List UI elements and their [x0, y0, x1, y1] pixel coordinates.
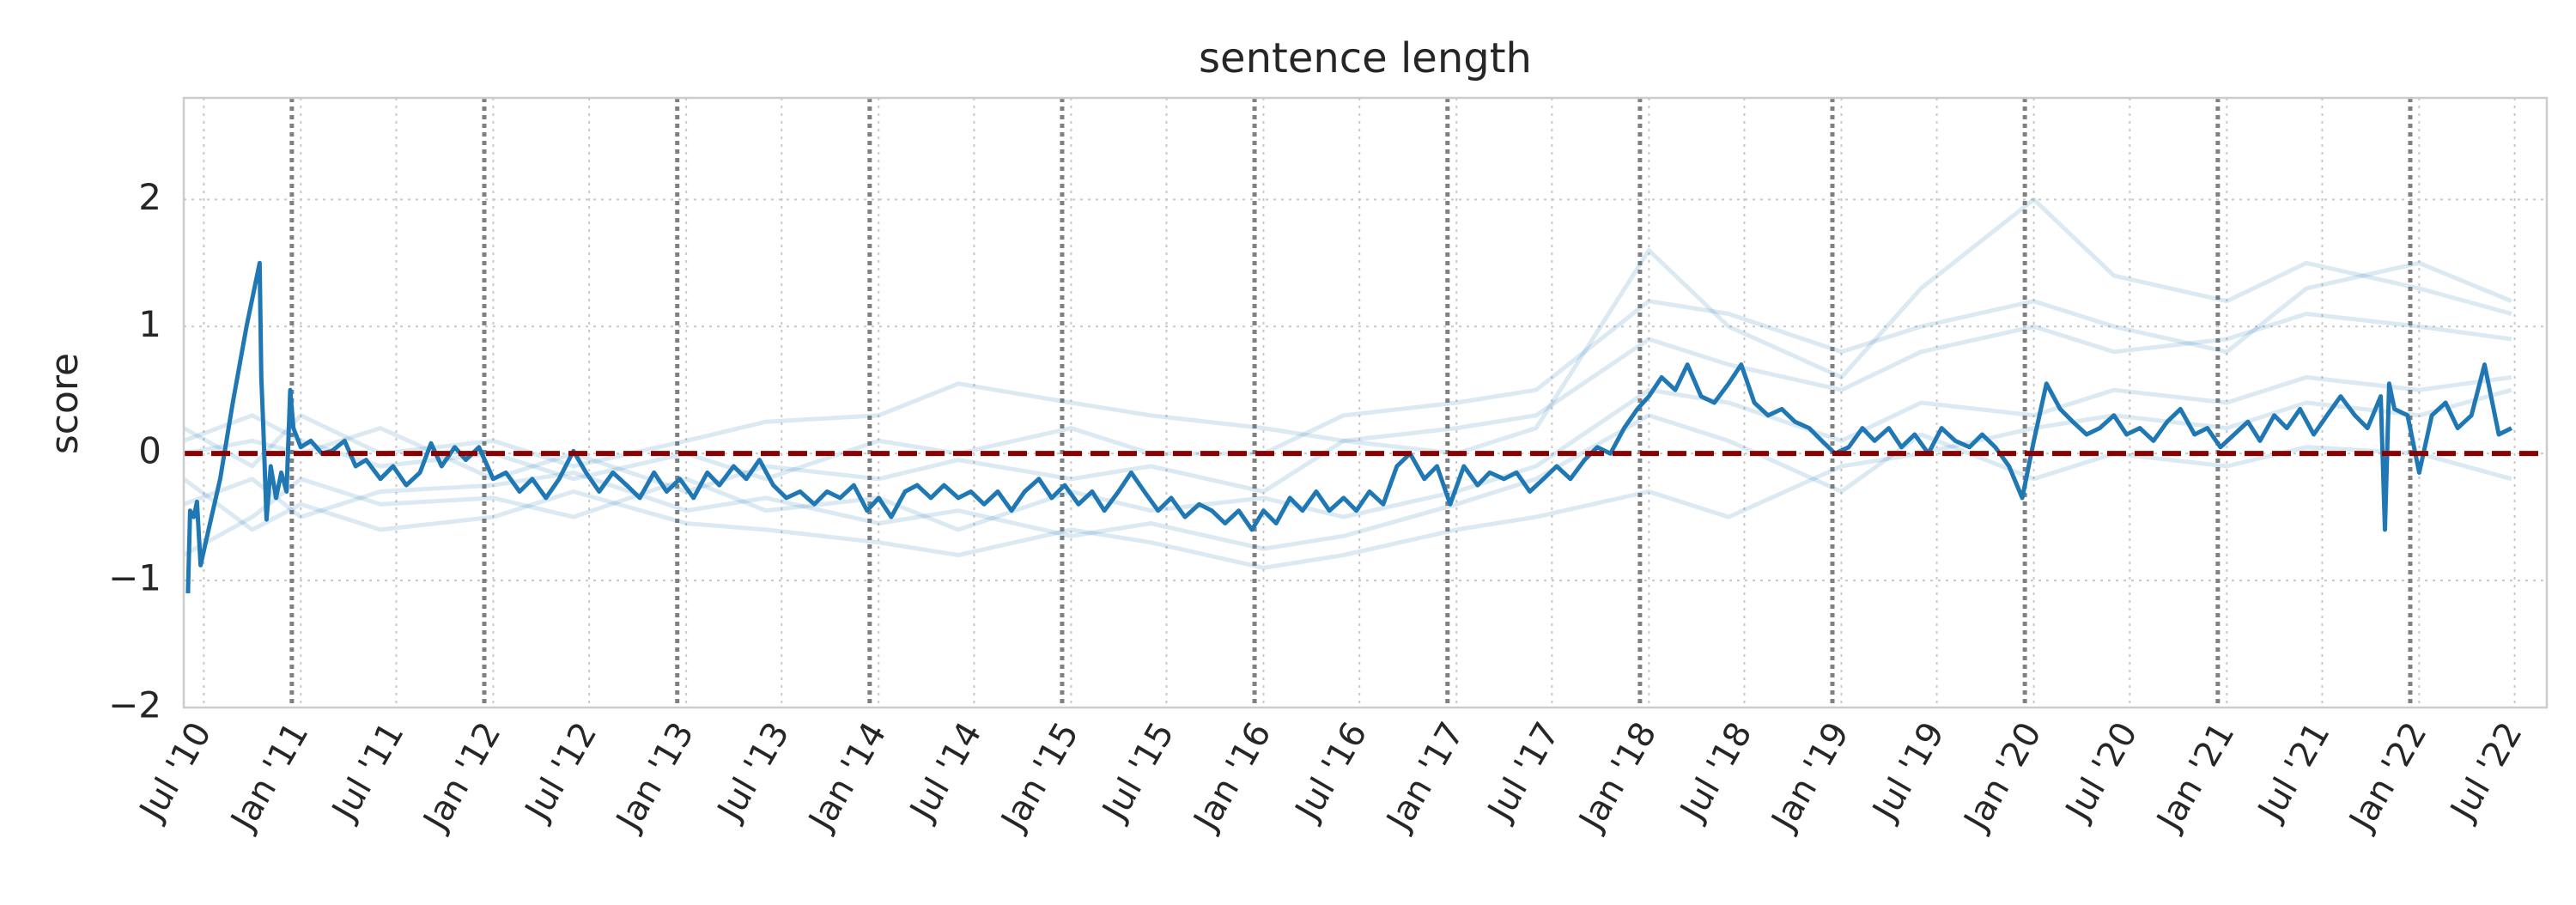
y-tick-label: 1 — [138, 303, 161, 345]
y-axis-ticks: 2 1 0 −1 −2 — [108, 176, 161, 726]
faint-series-line — [183, 413, 2512, 551]
grid-lines — [184, 98, 2547, 708]
y-tick-label: −2 — [108, 684, 161, 726]
y-tick-label: 2 — [138, 176, 161, 218]
y-tick-label: 0 — [138, 430, 161, 472]
main-series-line — [185, 260, 2513, 593]
faint-series-line — [183, 260, 2512, 482]
faint-series-line — [182, 387, 2512, 570]
chart-title: sentence length — [1199, 34, 1532, 82]
year-markers — [289, 98, 2413, 708]
y-axis-label: score — [43, 353, 87, 454]
y-tick-label: −1 — [108, 557, 161, 599]
plot-frame — [182, 96, 2549, 709]
series-lines — [182, 197, 2513, 593]
faint-series-line — [182, 312, 2512, 469]
